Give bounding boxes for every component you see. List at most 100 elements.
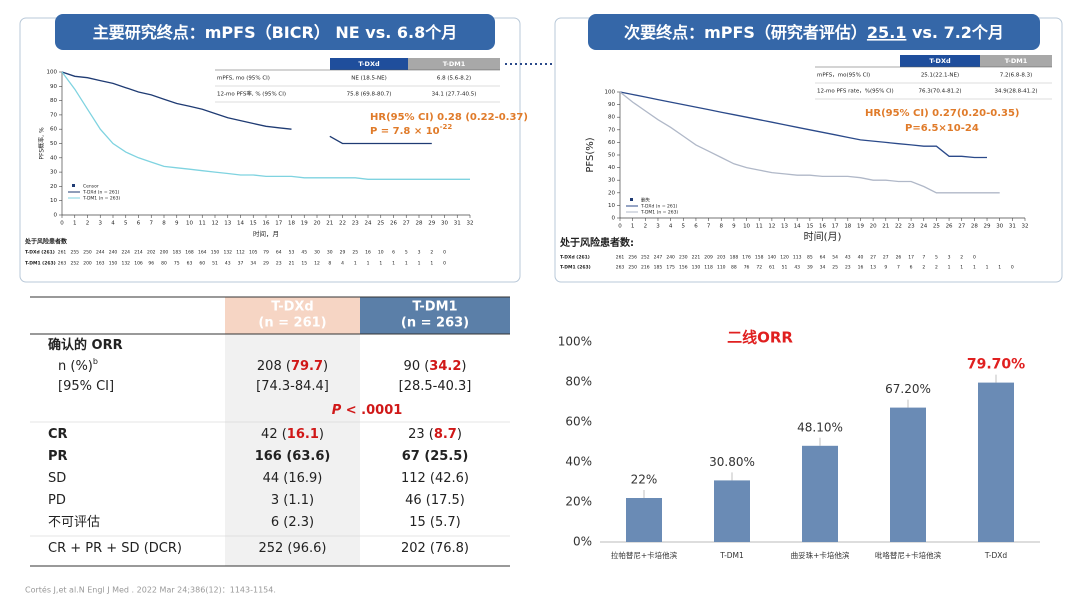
risk-count: 240	[109, 250, 118, 256]
cell-part: )	[457, 427, 462, 442]
head-tdxd	[225, 297, 360, 334]
inset-header: T-DM1	[1005, 57, 1028, 65]
title-part: 25.1	[867, 23, 906, 42]
risk-count: 96	[148, 261, 154, 267]
cell: 166 (63.6)	[255, 449, 331, 464]
cell: 252 (96.6)	[258, 541, 326, 556]
cell-part: 67 (25.5)	[402, 449, 469, 464]
risk-count: 252	[641, 255, 650, 261]
risk-count: 40	[858, 255, 864, 261]
y-tick-label: 30	[50, 170, 57, 176]
risk-title: 处于风险患者数:	[559, 236, 634, 249]
cell-part: 6 (2.3)	[271, 515, 314, 530]
risk-count: 256	[628, 255, 637, 261]
risk-count: 51	[782, 265, 788, 271]
risk-count: 1	[405, 261, 408, 267]
x-tick-label: 10	[186, 221, 193, 227]
x-tick-label: 12	[768, 224, 775, 230]
risk-count: 64	[820, 255, 826, 261]
risk-count: 2	[935, 265, 938, 271]
x-tick-label: 16	[263, 221, 270, 227]
risk-count: 188	[730, 255, 739, 261]
x-tick-label: 30	[441, 221, 448, 227]
risk-count: 202	[147, 250, 156, 256]
inset-cell: 25.1(22.1-NE)	[921, 73, 959, 79]
inset-cell: NE (18.5-NE)	[351, 76, 386, 82]
risk-label: T-DM1 (263)	[25, 261, 56, 267]
inset-cell: 34.9(28.8-41.2)	[994, 89, 1037, 95]
risk-count: 7	[922, 255, 925, 261]
x-tick-label: 3	[99, 221, 103, 227]
risk-count: 1	[948, 265, 951, 271]
x-tick-label: 11	[199, 221, 206, 227]
y-tick-label: 40	[50, 155, 57, 161]
risk-count: 45	[301, 250, 307, 256]
bar	[890, 407, 926, 542]
cell-part: PD	[48, 493, 66, 508]
risk-count: 132	[223, 250, 232, 256]
y-tick-label: 0	[54, 213, 58, 219]
y-tick-label: 90	[608, 102, 615, 108]
cell-part: [28.5-40.3]	[399, 379, 472, 394]
cell: 23 (8.7)	[408, 427, 462, 442]
x-tick-label: 31	[454, 221, 461, 227]
risk-count: 255	[70, 250, 79, 256]
y-tick-label: 0%	[573, 535, 592, 549]
y-tick-label: 20%	[565, 495, 592, 509]
y-tick-label: 30	[608, 178, 615, 184]
col-header: T-DXd	[271, 300, 313, 315]
cell: PD	[48, 493, 66, 508]
x-tick-label: T-DXd	[984, 551, 1008, 560]
risk-count: 1	[973, 265, 976, 271]
cell: 208 (79.7)	[257, 359, 328, 374]
x-tick-label: 18	[844, 224, 851, 230]
legend-label: T-DXd (n = 261)	[640, 204, 678, 210]
x-tick-label: 22	[339, 221, 346, 227]
risk-count: 1	[392, 261, 395, 267]
cell-part: 252 (96.6)	[258, 541, 326, 556]
y-tick-label: 90	[50, 84, 57, 90]
cell: 42 (16.1)	[261, 427, 324, 442]
risk-count: 112	[236, 250, 245, 256]
risk-count: 79	[263, 250, 269, 256]
x-tick-label: 24	[365, 221, 372, 227]
x-tick-label: 32	[1022, 224, 1029, 230]
risk-count: 1	[418, 261, 421, 267]
x-tick-label: 11	[756, 224, 763, 230]
cell-part: 34.2	[429, 359, 461, 374]
title-part: vs. 7.2个月	[906, 23, 1004, 42]
x-tick-label: 曲妥珠+卡培他滨	[791, 550, 850, 560]
x-tick-label: 2	[644, 224, 648, 230]
cell-part: 44 (16.9)	[263, 471, 323, 486]
cell-part: 确认的 ORR	[48, 337, 123, 353]
x-tick-label: 7	[150, 221, 154, 227]
x-tick-label: 20	[314, 221, 321, 227]
cell: 6 (2.3)	[271, 515, 314, 530]
x-tick-label: 22	[895, 224, 902, 230]
cell-part: 15 (5.7)	[409, 515, 461, 530]
legend-label: T-DXd (n = 261)	[82, 190, 120, 196]
cell-part: CR	[48, 427, 68, 442]
risk-label: T-DM1 (263)	[560, 265, 591, 271]
citation: Cortés J,et al.N Engl J Med . 2022 Mar 2…	[25, 585, 276, 595]
banner	[588, 14, 1040, 50]
cell-part: )	[461, 359, 466, 374]
title-part: 次要终点：mPFS（研究者评估）	[624, 23, 867, 42]
chart-title: 二线ORR	[727, 329, 793, 347]
risk-title: 处于风险患者数	[24, 238, 68, 246]
y-tick-label: 70	[50, 112, 57, 118]
risk-count: 39	[807, 265, 813, 271]
cell-part: 3 (1.1)	[271, 493, 314, 508]
risk-count: 158	[755, 255, 764, 261]
panel-title: 次要终点：mPFS（研究者评估）25.1 vs. 7.2个月	[624, 23, 1004, 42]
risk-count: 21	[289, 261, 295, 267]
risk-count: 244	[96, 250, 105, 256]
x-tick-label: 10	[743, 224, 750, 230]
bar	[802, 445, 838, 542]
risk-count: 224	[121, 250, 130, 256]
risk-count: 63	[187, 261, 193, 267]
cell: 112 (42.6)	[401, 471, 469, 486]
x-tick-label: 拉帕替尼+卡培他滨	[611, 550, 678, 560]
x-tick-label: 3	[656, 224, 660, 230]
inset-header: T-DXd	[929, 57, 951, 65]
